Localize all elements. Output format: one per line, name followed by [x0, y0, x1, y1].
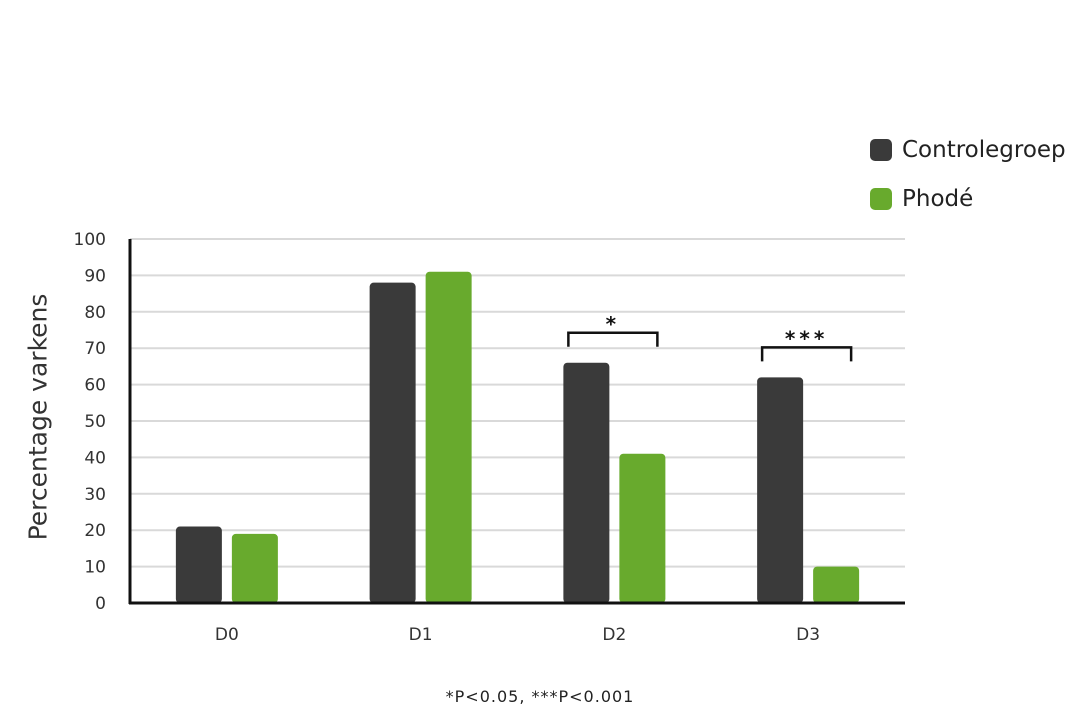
- legend-item-controlegroep: Controlegroep: [870, 135, 1066, 165]
- y-tick-labels: 0 10 20 30 40 50 60 70 80 90 100: [74, 230, 106, 614]
- x-tick-label: D1: [409, 625, 433, 645]
- bar-d3-series-1: [813, 566, 860, 603]
- y-axis-label: Percentage varkens: [23, 293, 53, 541]
- bar-d1-series-1: [425, 271, 472, 603]
- x-tick-labels: D0 D1 D2 D3: [215, 625, 820, 645]
- bar-d1-series-0: [369, 282, 416, 603]
- significance-label: ***: [785, 326, 828, 350]
- legend-label: Controlegroep: [902, 137, 1066, 163]
- y-tick-label: 0: [95, 594, 106, 614]
- y-tick-label: 80: [84, 303, 106, 323]
- y-tick-label: 90: [84, 266, 106, 286]
- significance-label: *: [606, 312, 620, 336]
- y-tick-label: 10: [84, 558, 106, 578]
- legend-item-phode: Phodé: [870, 184, 1066, 214]
- y-tick-label: 70: [84, 339, 106, 359]
- bar-d3-series-0: [757, 377, 804, 603]
- y-tick-label: 50: [84, 412, 106, 432]
- bar-d0-series-1: [231, 533, 278, 603]
- x-tick-label: D0: [215, 625, 239, 645]
- y-tick-label: 30: [84, 485, 106, 505]
- legend-swatch-controlegroep: [870, 139, 892, 161]
- y-tick-label: 20: [84, 521, 106, 541]
- bars: [175, 271, 860, 603]
- significance-bracket: [760, 346, 853, 362]
- legend-label: Phodé: [902, 186, 974, 212]
- x-tick-label: D3: [796, 625, 820, 645]
- significance-brackets: ****: [567, 312, 853, 362]
- bar-d2-series-0: [563, 362, 610, 603]
- legend-swatch-phode: [870, 188, 892, 210]
- footnote: *P<0.05, ***P<0.001: [445, 687, 635, 706]
- x-tick-label: D2: [602, 625, 626, 645]
- grid-lines: [130, 238, 905, 568]
- significance-bracket: [567, 331, 659, 347]
- axes: [128, 239, 905, 605]
- y-tick-label: 60: [84, 376, 106, 396]
- legend: Controlegroep Phodé: [870, 135, 1066, 233]
- y-tick-label: 100: [74, 230, 106, 250]
- bar-d2-series-1: [619, 453, 666, 603]
- y-tick-label: 40: [84, 448, 106, 468]
- bar-d0-series-0: [175, 526, 222, 603]
